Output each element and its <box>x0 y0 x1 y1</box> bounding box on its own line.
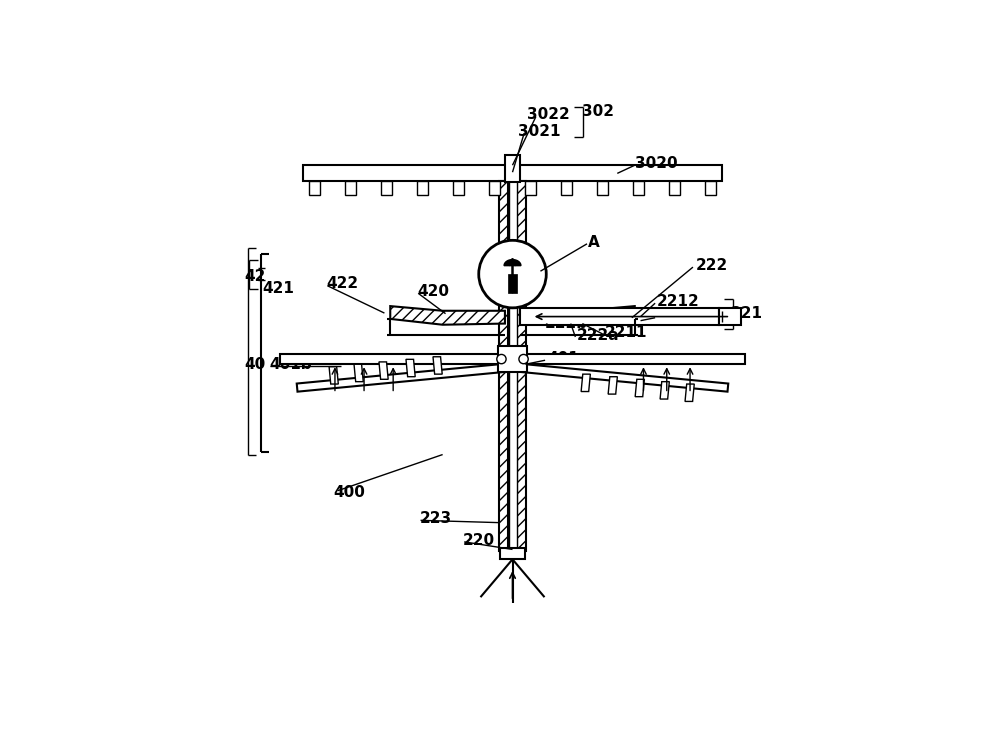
Bar <box>280 354 505 364</box>
Text: 3022: 3022 <box>527 107 570 122</box>
Bar <box>453 181 464 195</box>
Polygon shape <box>390 306 505 325</box>
Polygon shape <box>520 364 728 392</box>
Text: 3020: 3020 <box>635 156 677 171</box>
Bar <box>509 181 517 550</box>
Text: 223: 223 <box>419 511 451 526</box>
Polygon shape <box>379 362 388 380</box>
Bar <box>705 181 716 195</box>
Text: 420: 420 <box>417 284 449 299</box>
Bar <box>597 181 608 195</box>
Bar <box>381 181 392 195</box>
Bar <box>520 354 745 364</box>
Polygon shape <box>520 306 635 325</box>
Text: 401b: 401b <box>269 357 312 372</box>
Bar <box>417 181 428 195</box>
Bar <box>525 181 536 195</box>
Text: 40: 40 <box>245 357 266 372</box>
Text: 302: 302 <box>582 104 614 119</box>
Text: 221: 221 <box>731 305 763 321</box>
Bar <box>309 181 320 195</box>
Text: 222b: 222b <box>545 316 588 331</box>
Polygon shape <box>635 380 644 397</box>
Circle shape <box>519 355 528 364</box>
Bar <box>498 345 527 373</box>
Polygon shape <box>608 376 617 394</box>
Polygon shape <box>406 359 415 376</box>
Bar <box>345 181 356 195</box>
Text: 401: 401 <box>547 351 579 366</box>
Polygon shape <box>297 364 505 392</box>
Bar <box>500 547 525 559</box>
Bar <box>633 181 644 195</box>
Text: A: A <box>588 234 600 249</box>
Bar <box>489 181 500 195</box>
Bar <box>561 181 572 195</box>
Bar <box>303 165 722 181</box>
Text: 421: 421 <box>262 281 294 296</box>
Circle shape <box>479 240 546 308</box>
Text: 3021: 3021 <box>518 124 561 139</box>
Text: 2212: 2212 <box>657 294 700 309</box>
Text: 422: 422 <box>326 277 358 292</box>
Polygon shape <box>660 382 669 399</box>
Text: 222a: 222a <box>577 327 619 342</box>
Bar <box>505 155 520 182</box>
Polygon shape <box>581 374 590 392</box>
Bar <box>517 181 526 550</box>
Bar <box>499 181 508 550</box>
Polygon shape <box>329 367 338 384</box>
Text: 222: 222 <box>696 258 728 273</box>
Bar <box>520 308 719 325</box>
Circle shape <box>497 355 506 364</box>
Polygon shape <box>685 384 694 401</box>
Text: 400: 400 <box>333 485 365 500</box>
Bar <box>669 181 680 195</box>
Text: 2211: 2211 <box>604 325 647 340</box>
Bar <box>508 274 517 293</box>
Text: 2210: 2210 <box>657 309 699 324</box>
Polygon shape <box>354 364 363 382</box>
Text: 220: 220 <box>463 533 495 547</box>
Polygon shape <box>433 357 442 374</box>
Text: 42: 42 <box>245 269 266 284</box>
Bar <box>719 308 741 325</box>
Polygon shape <box>504 259 521 265</box>
